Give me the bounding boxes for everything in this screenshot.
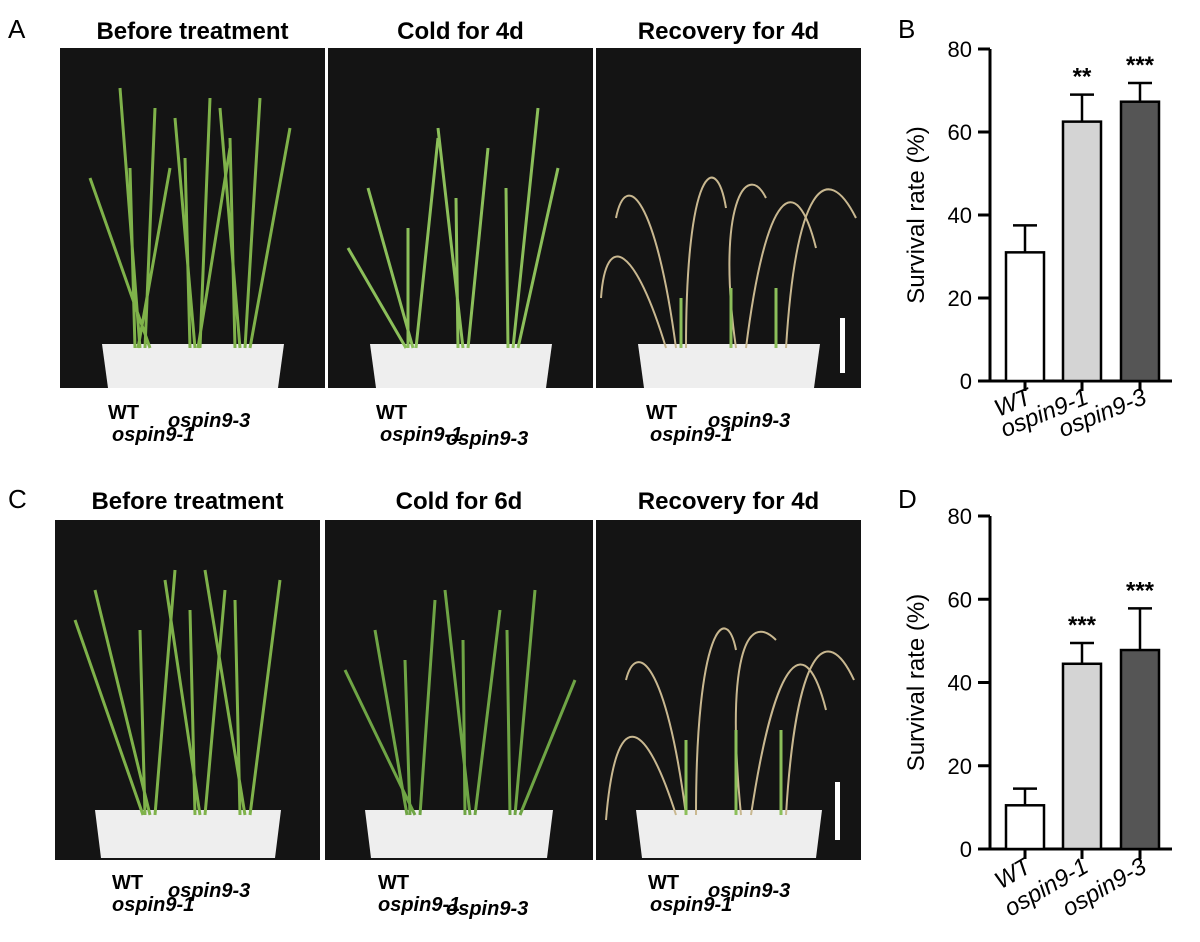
rice-seedlings-recovery-illustration-c	[605, 627, 855, 858]
panel-c-title-before: Before treatment	[91, 488, 284, 515]
significance-d-1: ***	[1068, 612, 1097, 639]
rice-seedlings-cold-illustration-c	[343, 589, 577, 858]
y-axis-label-b: Survival rate (%)	[903, 126, 930, 303]
y-tick-label-b-1: 20	[948, 286, 972, 311]
panel-c-photo-recovery	[596, 520, 861, 860]
significance-b-1: **	[1073, 64, 1092, 91]
rice-seedlings-cold-illustration	[346, 107, 560, 388]
panel-c-label-wt-2: WT	[378, 872, 410, 894]
panel-a-title-recovery: Recovery for 4d	[637, 18, 820, 45]
panel-c-photo-before	[55, 520, 320, 860]
bar-b-2	[1119, 100, 1161, 383]
panel-c-photo-cold	[325, 520, 593, 860]
panel-letter-a: A	[8, 14, 26, 44]
panel-a-label-wt-3: WT	[646, 402, 678, 424]
bar-d-0	[1004, 804, 1046, 851]
panel-letter-b: B	[898, 14, 916, 44]
bar-d-1	[1061, 662, 1103, 851]
panel-c-label-ospin9-1-3: ospin9-1	[650, 894, 733, 916]
panel-c-title-recovery: Recovery for 4d	[637, 488, 820, 515]
panel-a-label-ospin9-3-2: ospin9-3	[446, 428, 529, 450]
panel-a-label-ospin9-3: ospin9-3	[168, 410, 251, 432]
rice-seedlings-before-illustration	[88, 87, 292, 388]
panel-c-label-wt: WT	[112, 872, 144, 894]
scale-bar	[840, 318, 845, 373]
panel-letter-c: C	[8, 484, 27, 514]
y-tick-label-d-2: 40	[948, 671, 972, 696]
panel-c-label-ospin9-3: ospin9-3	[168, 880, 251, 902]
y-tick-label-b-4: 80	[948, 37, 972, 62]
panel-a-label-ospin9-1-3: ospin9-1	[650, 424, 733, 446]
panel-a-title-before: Before treatment	[96, 18, 289, 45]
significance-b-2: ***	[1126, 52, 1155, 79]
panel-a-photo-before	[60, 48, 325, 388]
panel-c-label-ospin9-3-2: ospin9-3	[446, 898, 529, 920]
panel-a-photo-cold	[328, 48, 593, 388]
panel-c-title-cold: Cold for 6d	[395, 488, 523, 515]
y-tick-label-b-3: 60	[948, 120, 972, 145]
rice-seedlings-recovery-illustration	[600, 176, 857, 388]
panel-a-photo-recovery	[596, 48, 861, 388]
panel-a-label-ospin9-1-2: ospin9-1	[380, 424, 463, 446]
y-tick-label-d-0: 0	[960, 837, 972, 862]
panel-a-label-ospin9-3-3: ospin9-3	[708, 410, 791, 432]
significance-d-2: ***	[1126, 577, 1155, 604]
panel-letter-d: D	[898, 484, 917, 514]
y-axis-label-d: Survival rate (%)	[903, 594, 930, 771]
y-tick-label-b-2: 40	[948, 203, 972, 228]
bar-d-2	[1119, 648, 1161, 851]
y-tick-label-b-0: 0	[960, 369, 972, 394]
panel-c-label-ospin9-1-2: ospin9-1	[378, 894, 461, 916]
panel-a-label-wt-2: WT	[376, 402, 408, 424]
panel-a-title-cold: Cold for 4d	[397, 18, 524, 45]
y-tick-label-d-1: 20	[948, 754, 972, 779]
y-tick-label-d-4: 80	[948, 504, 972, 529]
panel-c-label-wt-3: WT	[648, 872, 680, 894]
y-tick-label-d-3: 60	[948, 587, 972, 612]
bar-b-1	[1061, 120, 1103, 383]
panel-a-label-ospin9-1: ospin9-1	[112, 424, 195, 446]
scale-bar-c	[835, 782, 840, 840]
panel-c-label-ospin9-1: ospin9-1	[112, 894, 195, 916]
rice-seedlings-before-illustration-c	[73, 569, 282, 858]
panel-a-label-wt: WT	[108, 402, 140, 424]
bar-b-0	[1004, 251, 1046, 383]
panel-c-label-ospin9-3-3: ospin9-3	[708, 880, 791, 902]
